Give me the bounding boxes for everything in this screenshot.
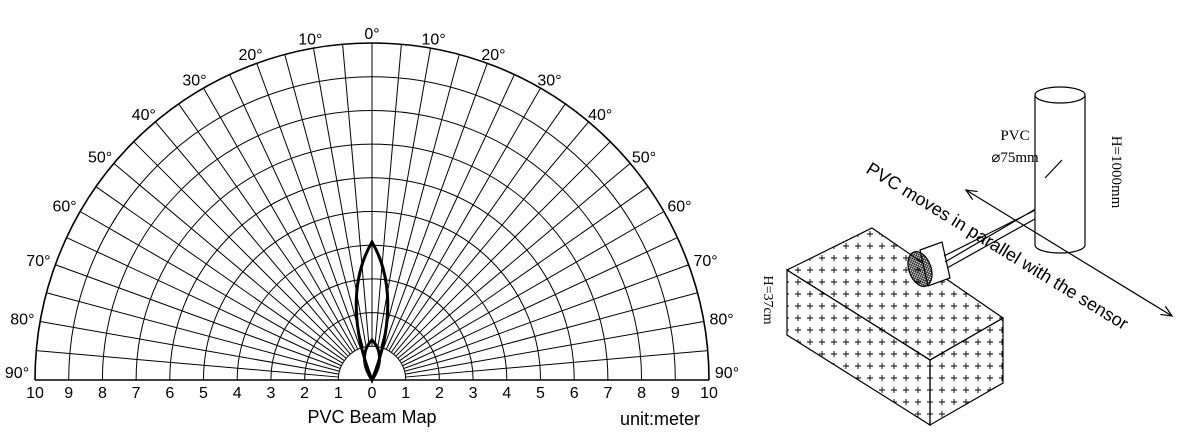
distance-label: 2 — [435, 385, 444, 402]
angle-label: 80° — [710, 311, 734, 328]
distance-label: 8 — [98, 385, 107, 402]
radial-line — [404, 292, 698, 372]
sensor-height-label: H=37cm — [760, 275, 775, 324]
distance-label: 1 — [334, 385, 343, 402]
radial-line — [385, 74, 515, 350]
radial-line — [36, 350, 339, 378]
angle-label: 50° — [88, 149, 112, 166]
radial-line — [402, 237, 678, 367]
radial-line — [403, 264, 689, 369]
radial-line — [377, 48, 432, 347]
angle-label: 40° — [588, 107, 612, 124]
angle-label: 30° — [537, 72, 561, 89]
distance-label: 3 — [266, 385, 275, 402]
radial-line — [374, 44, 402, 347]
radial-line — [203, 87, 356, 352]
angle-label: 80° — [10, 311, 34, 328]
radial-line — [178, 103, 354, 353]
radial-line — [405, 350, 708, 378]
radial-line — [256, 63, 361, 349]
distance-label: 6 — [570, 385, 579, 402]
radial-line — [395, 141, 611, 357]
distance-label: 1 — [401, 385, 410, 402]
angle-label: 30° — [182, 72, 206, 89]
height-label: H=1000mm — [1108, 136, 1124, 209]
radial-line — [79, 211, 344, 364]
radial-line — [95, 186, 345, 362]
radial-line — [133, 141, 349, 357]
radial-line — [40, 320, 339, 375]
radial-line — [66, 237, 342, 367]
distance-label: 7 — [603, 385, 612, 402]
radial-line — [390, 103, 566, 353]
angle-label: 90° — [715, 365, 739, 382]
polar-grid — [34, 42, 710, 381]
angle-label: 10° — [422, 31, 446, 48]
angle-label: 10° — [298, 31, 322, 48]
motion-arrow — [966, 190, 1172, 316]
pipe-top — [1034, 86, 1086, 104]
angle-label: 20° — [238, 47, 262, 64]
distance-label: 5 — [199, 385, 208, 402]
distance-label: 9 — [671, 385, 680, 402]
radial-line — [55, 264, 341, 369]
distance-label: 9 — [64, 385, 73, 402]
beam-outline — [354, 239, 390, 385]
leader — [1044, 159, 1063, 179]
distance-label: 2 — [300, 385, 309, 402]
angle-label: 20° — [481, 47, 505, 64]
angle-label: 0° — [364, 26, 379, 43]
angle-label: 70° — [26, 253, 50, 270]
radial-line — [229, 74, 359, 350]
radial-line — [113, 162, 347, 359]
angle-label: 70° — [693, 253, 717, 270]
radial-line — [388, 87, 541, 352]
radial-line — [284, 54, 364, 348]
radial-line — [397, 162, 631, 359]
distance-label: 3 — [469, 385, 478, 402]
radial-line — [393, 121, 590, 355]
pvc-pipe — [1034, 95, 1086, 254]
angle-label: 60° — [52, 199, 76, 216]
distance-label: 7 — [132, 385, 141, 402]
distance-label: 4 — [233, 385, 242, 402]
distance-label: 5 — [536, 385, 545, 402]
radial-line — [380, 54, 460, 348]
setup-illustration — [785, 86, 1172, 427]
distance-label: 10 — [26, 385, 44, 402]
radial-line — [405, 320, 704, 375]
distance-label: 0 — [368, 385, 377, 402]
diameter-label: ⌀75mm — [991, 150, 1039, 166]
angle-label: 60° — [667, 199, 691, 216]
angle-label: 50° — [632, 149, 656, 166]
distance-label: 4 — [502, 385, 511, 402]
distance-label: 8 — [637, 385, 646, 402]
box-side — [929, 316, 1004, 427]
target-label: PVC — [1000, 128, 1029, 144]
distance-label: 10 — [700, 385, 718, 402]
radial-line — [383, 63, 488, 349]
radial-line — [342, 44, 370, 347]
sensor-face — [907, 251, 933, 287]
angle-label: 90° — [5, 365, 29, 382]
unit-label: unit:meter — [620, 409, 700, 429]
caption: PVC Beam Map — [307, 407, 436, 427]
radial-line — [154, 121, 351, 355]
radial-line — [399, 186, 649, 362]
radial-line — [312, 48, 367, 347]
radial-line — [46, 292, 340, 372]
distance-label: 6 — [165, 385, 174, 402]
radial-line — [400, 211, 665, 364]
angle-label: 40° — [132, 107, 156, 124]
